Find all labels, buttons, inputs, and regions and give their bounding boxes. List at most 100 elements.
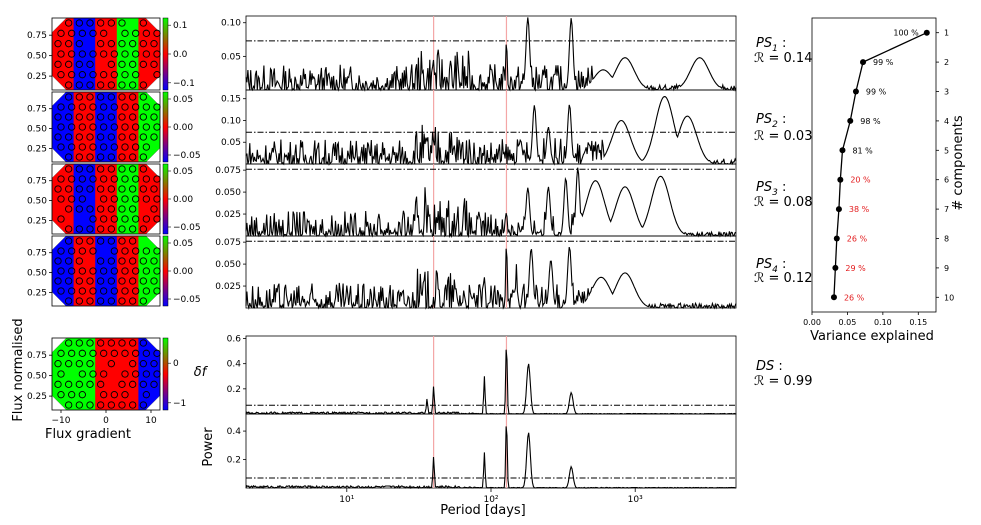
- pixel-marker: [107, 113, 115, 121]
- pixel-marker: [65, 40, 73, 48]
- y-tick-label: 0.075: [215, 238, 241, 248]
- variance-point: [839, 147, 846, 154]
- pixel-marker: [78, 391, 86, 399]
- pixel-marker: [110, 143, 118, 151]
- map-band: [52, 164, 75, 234]
- pixel-marker: [86, 297, 94, 305]
- pixel-marker: [142, 391, 150, 399]
- map-band: [73, 164, 96, 234]
- pixel-marker: [86, 133, 94, 141]
- variance-point: [830, 294, 837, 301]
- pixel-marker: [97, 153, 105, 161]
- pixel-marker: [89, 123, 97, 131]
- y-tick-label: 0.05: [221, 52, 241, 62]
- pixel-marker: [78, 29, 86, 37]
- map-band: [95, 236, 118, 306]
- pixel-marker: [86, 19, 94, 27]
- pixel-marker: [78, 50, 86, 58]
- map-band: [95, 92, 118, 162]
- pixel-marker: [118, 277, 126, 285]
- pixel-marker: [129, 205, 137, 213]
- pixel-marker: [65, 237, 73, 245]
- series-label: DS :: [756, 359, 783, 374]
- series-label: PS3 :: [756, 180, 786, 198]
- pixel-marker: [121, 349, 129, 357]
- pixel-marker: [132, 143, 140, 151]
- pixel-marker: [57, 123, 65, 131]
- pixel-marker: [139, 380, 147, 388]
- pixel-marker: [132, 195, 140, 203]
- colorbar: [162, 337, 169, 411]
- series-correlation: ℛ = 0.99: [754, 374, 812, 389]
- variance-point: [833, 235, 840, 242]
- series-label-name: PS: [756, 112, 772, 127]
- pixel-marker: [100, 267, 108, 275]
- pixel-marker: [107, 277, 115, 285]
- pixel-marker: [139, 19, 147, 27]
- pixel-marker: [75, 60, 83, 68]
- pixel-marker: [118, 60, 126, 68]
- flux-map-PS4: 0.25 0.50 0.75 0.05 0.00 −0.05: [27, 235, 201, 307]
- pixel-marker: [57, 175, 65, 183]
- variance-point: [837, 176, 844, 183]
- pixel-marker: [129, 401, 137, 409]
- y-tick-label: 5: [944, 146, 949, 155]
- colorbar-tick-label: 0.05: [173, 167, 193, 177]
- variance-label: 99 %: [866, 88, 887, 97]
- pixel-marker: [107, 360, 115, 368]
- y-tick-label: 6: [944, 176, 949, 185]
- variance-label: 100 %: [893, 29, 919, 38]
- pixel-marker: [100, 50, 108, 58]
- y-tick-label: 0.075: [215, 166, 241, 176]
- pixel-marker: [57, 71, 65, 79]
- pixel-marker: [121, 103, 129, 111]
- pixel-marker: [75, 225, 83, 233]
- pixel-marker: [57, 103, 65, 111]
- pixel-marker: [110, 175, 118, 183]
- pixel-marker: [78, 370, 86, 378]
- pixel-marker: [107, 297, 115, 305]
- pixel-marker: [118, 133, 126, 141]
- series-correlation: ℛ = 0.14: [754, 51, 812, 66]
- pixel-marker: [57, 370, 65, 378]
- pixel-marker: [75, 133, 83, 141]
- pixel-marker: [142, 175, 150, 183]
- variance-point: [923, 29, 930, 36]
- pixel-marker: [110, 123, 118, 131]
- pixel-marker: [139, 113, 147, 121]
- y-tick-label: 0.75: [27, 177, 47, 187]
- pixel-marker: [118, 237, 126, 245]
- pixel-marker: [89, 29, 97, 37]
- pixel-marker: [54, 185, 62, 193]
- colorbar-tick-label: −1: [173, 399, 186, 409]
- series-label-name: PS: [756, 180, 772, 195]
- pixel-marker: [139, 165, 147, 173]
- pixel-marker: [86, 277, 94, 285]
- pixel-marker: [89, 50, 97, 58]
- pixel-marker: [97, 40, 105, 48]
- pixel-marker: [54, 40, 62, 48]
- pixel-marker: [57, 195, 65, 203]
- y-tick-label: 0.4: [227, 427, 242, 437]
- y-tick-label: 0.50: [27, 197, 47, 207]
- y-tick-label: 0.025: [215, 282, 241, 292]
- pixel-marker: [139, 153, 147, 161]
- pixel-marker: [139, 185, 147, 193]
- pixel-marker: [89, 247, 97, 255]
- pixel-marker: [75, 185, 83, 193]
- pixel-marker: [150, 133, 158, 141]
- pixel-marker: [97, 237, 105, 245]
- pixel-marker: [107, 401, 115, 409]
- colorbar-tick-label: 0.05: [173, 239, 193, 249]
- y-tick-label: 0.50: [27, 372, 47, 382]
- y-tick-label: 0.2: [227, 385, 241, 395]
- pixel-marker: [100, 391, 108, 399]
- axes-frame: [245, 15, 737, 91]
- variance-point: [835, 206, 842, 213]
- pixel-marker: [118, 225, 126, 233]
- x-tick-label: 0.15: [909, 318, 927, 327]
- pixel-marker: [107, 81, 115, 89]
- pixel-marker: [65, 113, 73, 121]
- map-bands: [52, 338, 160, 410]
